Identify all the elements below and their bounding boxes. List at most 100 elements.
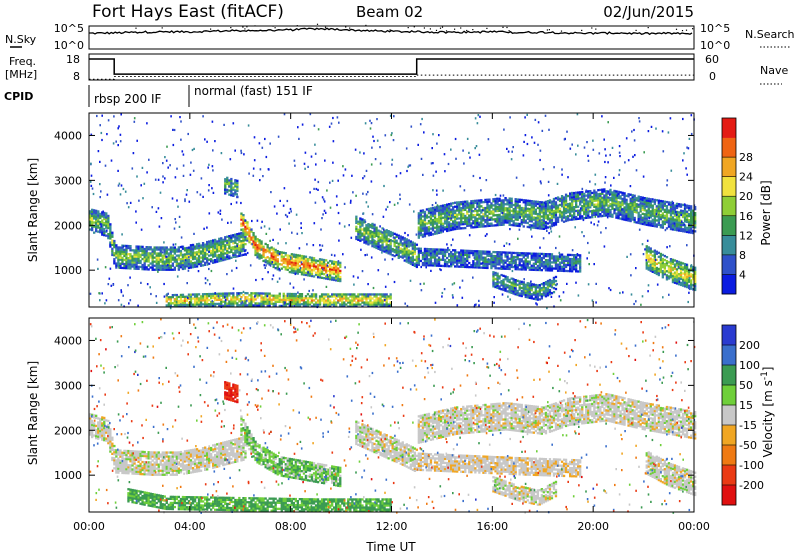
power-cell — [486, 206, 489, 209]
power-cell — [522, 254, 525, 257]
power-cell — [524, 268, 527, 271]
power-cell — [558, 215, 562, 219]
power-cell — [242, 218, 245, 221]
power-cell — [500, 203, 503, 206]
power-cell — [661, 220, 665, 223]
power-cell — [97, 210, 100, 213]
power-cell — [355, 221, 358, 224]
power-cell — [558, 213, 562, 217]
power-cell — [304, 305, 308, 308]
power-cell — [220, 249, 223, 252]
power-cell — [385, 249, 388, 252]
power-cell — [659, 262, 663, 266]
power-cell — [597, 201, 600, 204]
power-cell — [667, 265, 671, 268]
power-cell — [155, 246, 158, 249]
power-cell — [510, 263, 513, 267]
power-cell — [494, 218, 497, 221]
power-cell — [508, 219, 511, 222]
power-cell — [448, 221, 451, 224]
power-cell — [657, 205, 661, 208]
power-cell — [595, 203, 598, 206]
power-cell — [280, 263, 283, 266]
power-cell — [482, 225, 485, 228]
power-cell — [510, 289, 513, 292]
power-cell — [109, 241, 112, 244]
power-cell — [671, 268, 675, 272]
power-cell — [514, 214, 517, 217]
power-cell — [320, 258, 324, 261]
power-cell — [288, 254, 292, 258]
power-cell — [431, 248, 435, 251]
power-cell — [643, 221, 646, 224]
power-cell — [452, 220, 455, 223]
power-cell — [687, 215, 691, 218]
power-cell — [228, 245, 231, 248]
power-cell — [97, 224, 100, 227]
freq-line — [89, 58, 694, 75]
power-cell — [169, 252, 173, 255]
power-cell — [268, 247, 271, 250]
power-cell — [585, 194, 588, 197]
power-cell — [653, 214, 657, 218]
power-cell — [552, 257, 556, 260]
power-cell — [399, 237, 402, 240]
power-cell — [201, 250, 205, 253]
power-cell — [423, 218, 427, 222]
power-cell — [421, 209, 425, 212]
power-cell — [617, 206, 620, 210]
power-cell — [482, 250, 485, 253]
power-cell — [183, 247, 187, 250]
power-cell — [270, 248, 273, 251]
power-cell — [157, 258, 160, 261]
power-cell — [320, 299, 324, 302]
power-cell — [512, 290, 515, 293]
power-cell — [220, 294, 223, 297]
power-cell — [385, 303, 388, 306]
power-cell — [683, 228, 687, 231]
power-cell — [111, 243, 114, 246]
power-cell — [506, 255, 509, 258]
power-cell — [429, 248, 433, 251]
power-cell — [524, 221, 527, 224]
power-cell — [250, 228, 253, 231]
power-cell — [494, 206, 497, 209]
power-cell — [359, 221, 362, 224]
power-cell — [530, 206, 533, 209]
power-cell — [466, 210, 469, 213]
power-cell — [460, 227, 463, 230]
power-cell — [542, 205, 546, 208]
power-cell — [456, 203, 459, 206]
power-cell — [361, 305, 364, 308]
power-cell — [421, 257, 425, 261]
power-cell — [232, 248, 235, 251]
power-cell — [379, 303, 382, 306]
power-cell — [500, 201, 503, 204]
power-cell — [605, 192, 608, 195]
power-cell — [314, 305, 318, 308]
power-cell — [187, 264, 191, 267]
power-cell — [518, 198, 521, 201]
power-cell — [137, 257, 140, 260]
power-cell — [474, 254, 477, 257]
power-cell — [546, 292, 550, 295]
power-cell — [548, 211, 552, 214]
power-cell — [476, 260, 479, 263]
power-cell — [663, 208, 667, 211]
power-cell — [613, 199, 616, 203]
power-cell — [480, 225, 483, 228]
power-cell — [544, 200, 548, 203]
power-cell — [401, 236, 404, 239]
power-cell — [494, 265, 497, 268]
power-cell — [121, 258, 124, 261]
power-cell — [369, 223, 372, 227]
power-cell — [623, 202, 626, 205]
power-cell — [201, 246, 205, 249]
power-cell — [456, 257, 459, 260]
power-cell — [135, 265, 138, 268]
power-cell — [429, 252, 433, 255]
power-cell — [486, 252, 489, 255]
power-cell — [252, 236, 255, 239]
power-cell — [318, 262, 322, 265]
power-cell — [546, 294, 550, 297]
